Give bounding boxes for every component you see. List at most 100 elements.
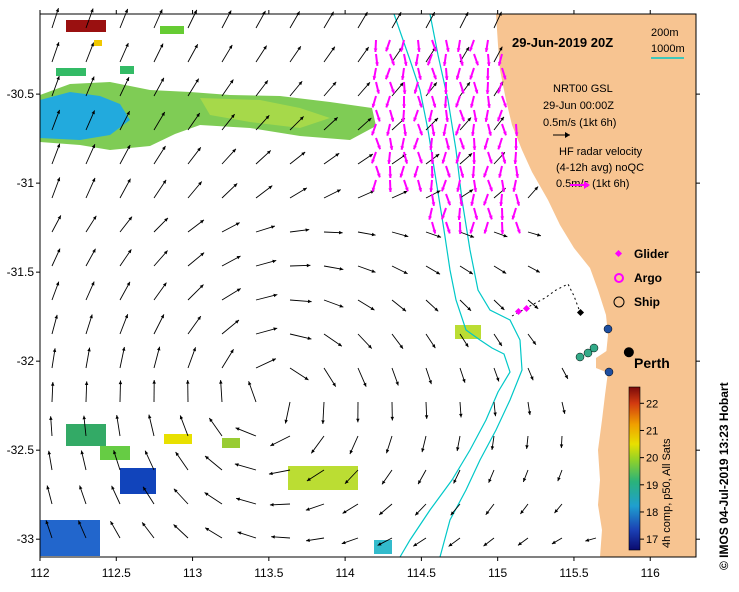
current-arrowhead [125,43,129,48]
radar-legend-line2: (4-12h avg) noQC [556,162,644,174]
radar-arrowhead [503,103,507,108]
radar-arrowhead [474,89,479,94]
current-arrowhead [465,46,470,51]
radar-arrowhead [469,229,474,234]
current-arrow [85,144,96,165]
radar-arrowhead [388,174,393,178]
current-arrowhead [56,248,61,253]
radar-arrowhead [483,229,488,234]
current-arrowhead [365,47,369,51]
radar-arrowhead [502,159,507,164]
radar-arrowhead [404,187,409,192]
current-arrowhead [399,82,404,87]
current-arrowhead [467,307,472,311]
colorbar-label: 4h comp, p50, All Sats [661,438,673,548]
current-arrowhead [271,358,276,362]
current-arrowhead [413,542,418,547]
radar-arrowhead [373,48,378,52]
x-tick-label: 113 [183,566,202,580]
current-arrowhead [56,177,61,182]
current-arrowhead [126,111,130,116]
current-arrowhead [301,151,306,156]
current-arrowhead [228,44,233,49]
current-arrowhead [46,485,50,490]
radar-arrowhead [413,173,418,178]
current-arrowhead [196,113,200,117]
current-arrowhead [263,45,267,50]
radar-arrowhead [433,47,437,52]
x-tick-label: 114.5 [407,566,436,580]
current-arrowhead [92,248,96,253]
current-arrowhead [159,9,163,14]
current-arrowhead [339,304,344,308]
current-arrowhead [332,81,337,86]
current-arrowhead [248,381,252,386]
current-arrowhead [200,252,205,257]
current-arrowhead [57,215,61,220]
current-arrowhead [395,381,399,386]
radar-arrowhead [371,187,376,192]
current-arrow [187,315,202,335]
radar-arrowhead [484,118,489,122]
current-arrowhead [55,8,60,13]
current-arrowhead [118,380,123,385]
radar-arrowhead [444,90,448,94]
x-axis: 112 112.5 113 113.5 114 114.5 115 115.5 116 [30,10,660,580]
radar-legend-arrowhead [584,181,590,189]
sst-band-cool [40,92,130,140]
current-arrowhead [307,336,312,340]
current-arrowhead [470,234,475,238]
radar-arrowhead [516,201,521,206]
current-arrowhead [79,485,83,490]
current-arrowhead [532,340,536,345]
current-arrowhead [534,305,539,309]
radar-arrowhead [403,61,408,66]
radar-arrowhead [497,89,502,94]
radar-arrowhead [428,117,432,122]
current-arrowhead [363,382,367,387]
current-arrowhead [551,540,556,544]
radar-arrowhead [446,173,451,178]
sst-patch [120,468,156,494]
current-arrowhead [337,342,342,347]
current-arrowhead [198,181,202,186]
radar-arrowhead [375,62,379,66]
current-arrow [85,177,96,199]
radar-arrowhead [376,89,380,94]
model-legend-line1: NRT00 GSL [553,83,613,95]
current-arrowhead [236,255,241,260]
sst-band-warm [200,98,330,128]
current-arrowhead [379,511,384,515]
radar-arrowhead [441,187,445,192]
radar-legend-line1: HF radar velocity [559,146,643,158]
current-arrowhead [377,542,382,546]
current-arrowhead [493,412,497,417]
mooring-marker [604,367,614,377]
radar-arrowhead [416,48,421,52]
current-arrow [153,314,165,335]
current-arrow [289,367,309,381]
current-arrowhead [126,281,130,286]
current-arrowhead [197,316,201,321]
radar-arrowhead [485,76,490,80]
radar-arrowhead [442,131,447,136]
current-arrowhead [467,117,472,122]
radar-arrowhead [514,146,518,150]
isobath-200m [429,13,523,558]
current-arrowhead [371,269,376,273]
current-arrowhead [341,540,346,545]
current-arrowhead [557,477,561,482]
radar-arrowhead [502,75,507,80]
radar-current-arrows [371,39,521,235]
current-arrowhead [113,450,117,455]
sst-patch [374,540,392,554]
argo-legend-label: Argo [634,271,662,285]
current-arrowhead [453,479,457,484]
sst-patch [94,40,102,46]
current-arrowhead [554,509,559,514]
current-arrowhead [235,427,240,431]
radar-arrowhead [474,215,479,220]
radar-arrowhead [489,187,493,192]
current-arrowhead [435,154,440,158]
